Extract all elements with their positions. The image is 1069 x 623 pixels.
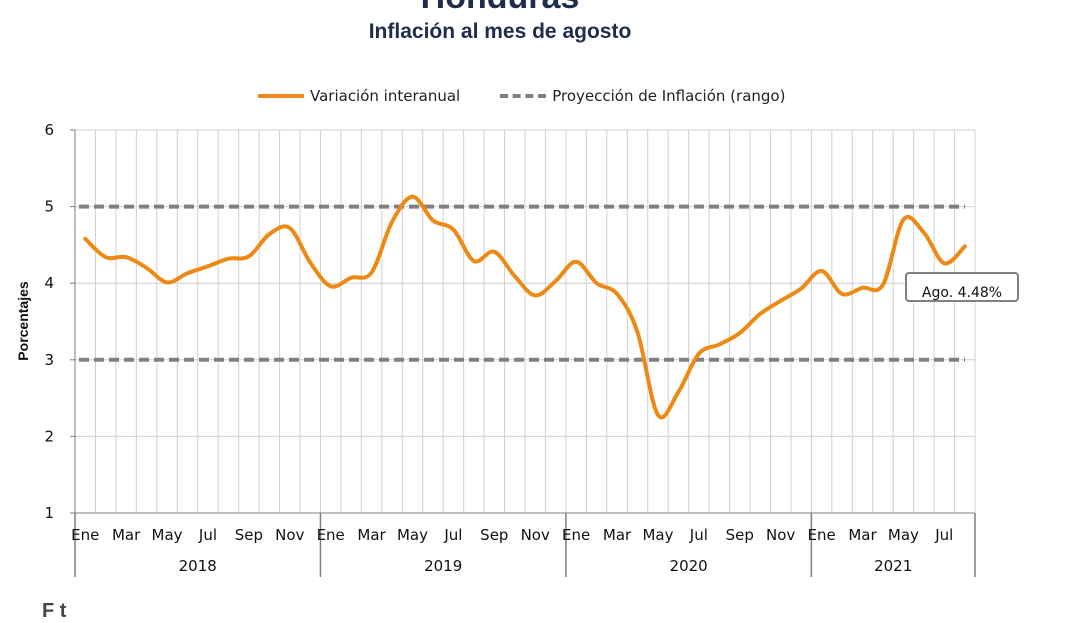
callout-box [905, 272, 1019, 302]
horizontal-gridlines [75, 129, 975, 437]
x-tick-label: May [397, 526, 428, 544]
y-tick-label: 4 [44, 274, 54, 292]
year-label: 2019 [424, 557, 462, 575]
callout-label: Ago. 4.48% [922, 285, 1002, 301]
x-tick-label: Sep [480, 526, 508, 544]
vertical-gridlines [94, 130, 976, 513]
y-tick-label: 6 [44, 121, 54, 139]
x-tick-label: Sep [235, 526, 263, 544]
x-tick-label: Mar [357, 526, 386, 544]
line-chart: 1 2 3 4 5 6 Ene Mar May Jul Sep Nov Ene Mar May Jul Sep… [15, 121, 1019, 577]
x-tick-label: Sep [726, 526, 754, 544]
x-tick-label: Jul [689, 526, 708, 544]
x-tick-label: Nov [275, 526, 304, 544]
x-tick-label: Jul [198, 526, 217, 544]
x-tick-label: Jul [934, 526, 953, 544]
x-tick-label: Ene [807, 526, 835, 544]
last-value-callout: Ago. 4.48% [905, 272, 1019, 302]
legend-range-label: Proyección de Inflación (rango) [552, 87, 786, 105]
y-tick-label: 2 [44, 427, 54, 445]
series-layer [83, 194, 967, 420]
y-tick-label: 1 [44, 504, 54, 522]
year-label: 2021 [874, 557, 912, 575]
y-tick-labels: 1 2 3 4 5 6 [44, 121, 54, 522]
legend-dashed-line-icon [500, 94, 547, 98]
y-axis-label: Porcentajes [15, 281, 31, 361]
x-tick-label: Nov [766, 526, 795, 544]
x-tick-labels: Ene Mar May Jul Sep Nov Ene Mar May Jul Sep Nov Ene M… [71, 526, 953, 544]
axes [70, 129, 976, 577]
year-label: 2020 [670, 557, 708, 575]
legend-solid-line-icon [258, 94, 304, 98]
x-tick-label: May [152, 526, 183, 544]
x-tick-label: Mar [112, 526, 141, 544]
x-tick-label: Mar [848, 526, 877, 544]
legend-series-label: Variación interanual [310, 87, 461, 105]
series-line-variacion-interanual [83, 194, 967, 420]
x-tick-label: May [642, 526, 673, 544]
chart-subtitle: Inflación al mes de agosto [368, 20, 632, 43]
inflation-range-lines [79, 204, 965, 362]
x-tick-label: Mar [603, 526, 632, 544]
x-tick-label: Ene [562, 526, 590, 544]
source-note-partial: F t [42, 600, 67, 622]
legend: Variación interanual Proyección de Infla… [258, 86, 785, 106]
x-tick-label: May [888, 526, 919, 544]
x-tick-label: Nov [521, 526, 550, 544]
x-tick-label: Ene [71, 526, 99, 544]
year-labels: 2018 2019 2020 2021 [179, 557, 913, 575]
x-tick-label: Jul [443, 526, 462, 544]
y-tick-label: 3 [44, 351, 54, 369]
chart-title-partial: Honduras [0, 0, 1000, 17]
x-tick-label: Ene [317, 526, 345, 544]
year-label: 2018 [179, 557, 217, 575]
y-tick-label: 5 [44, 198, 54, 216]
